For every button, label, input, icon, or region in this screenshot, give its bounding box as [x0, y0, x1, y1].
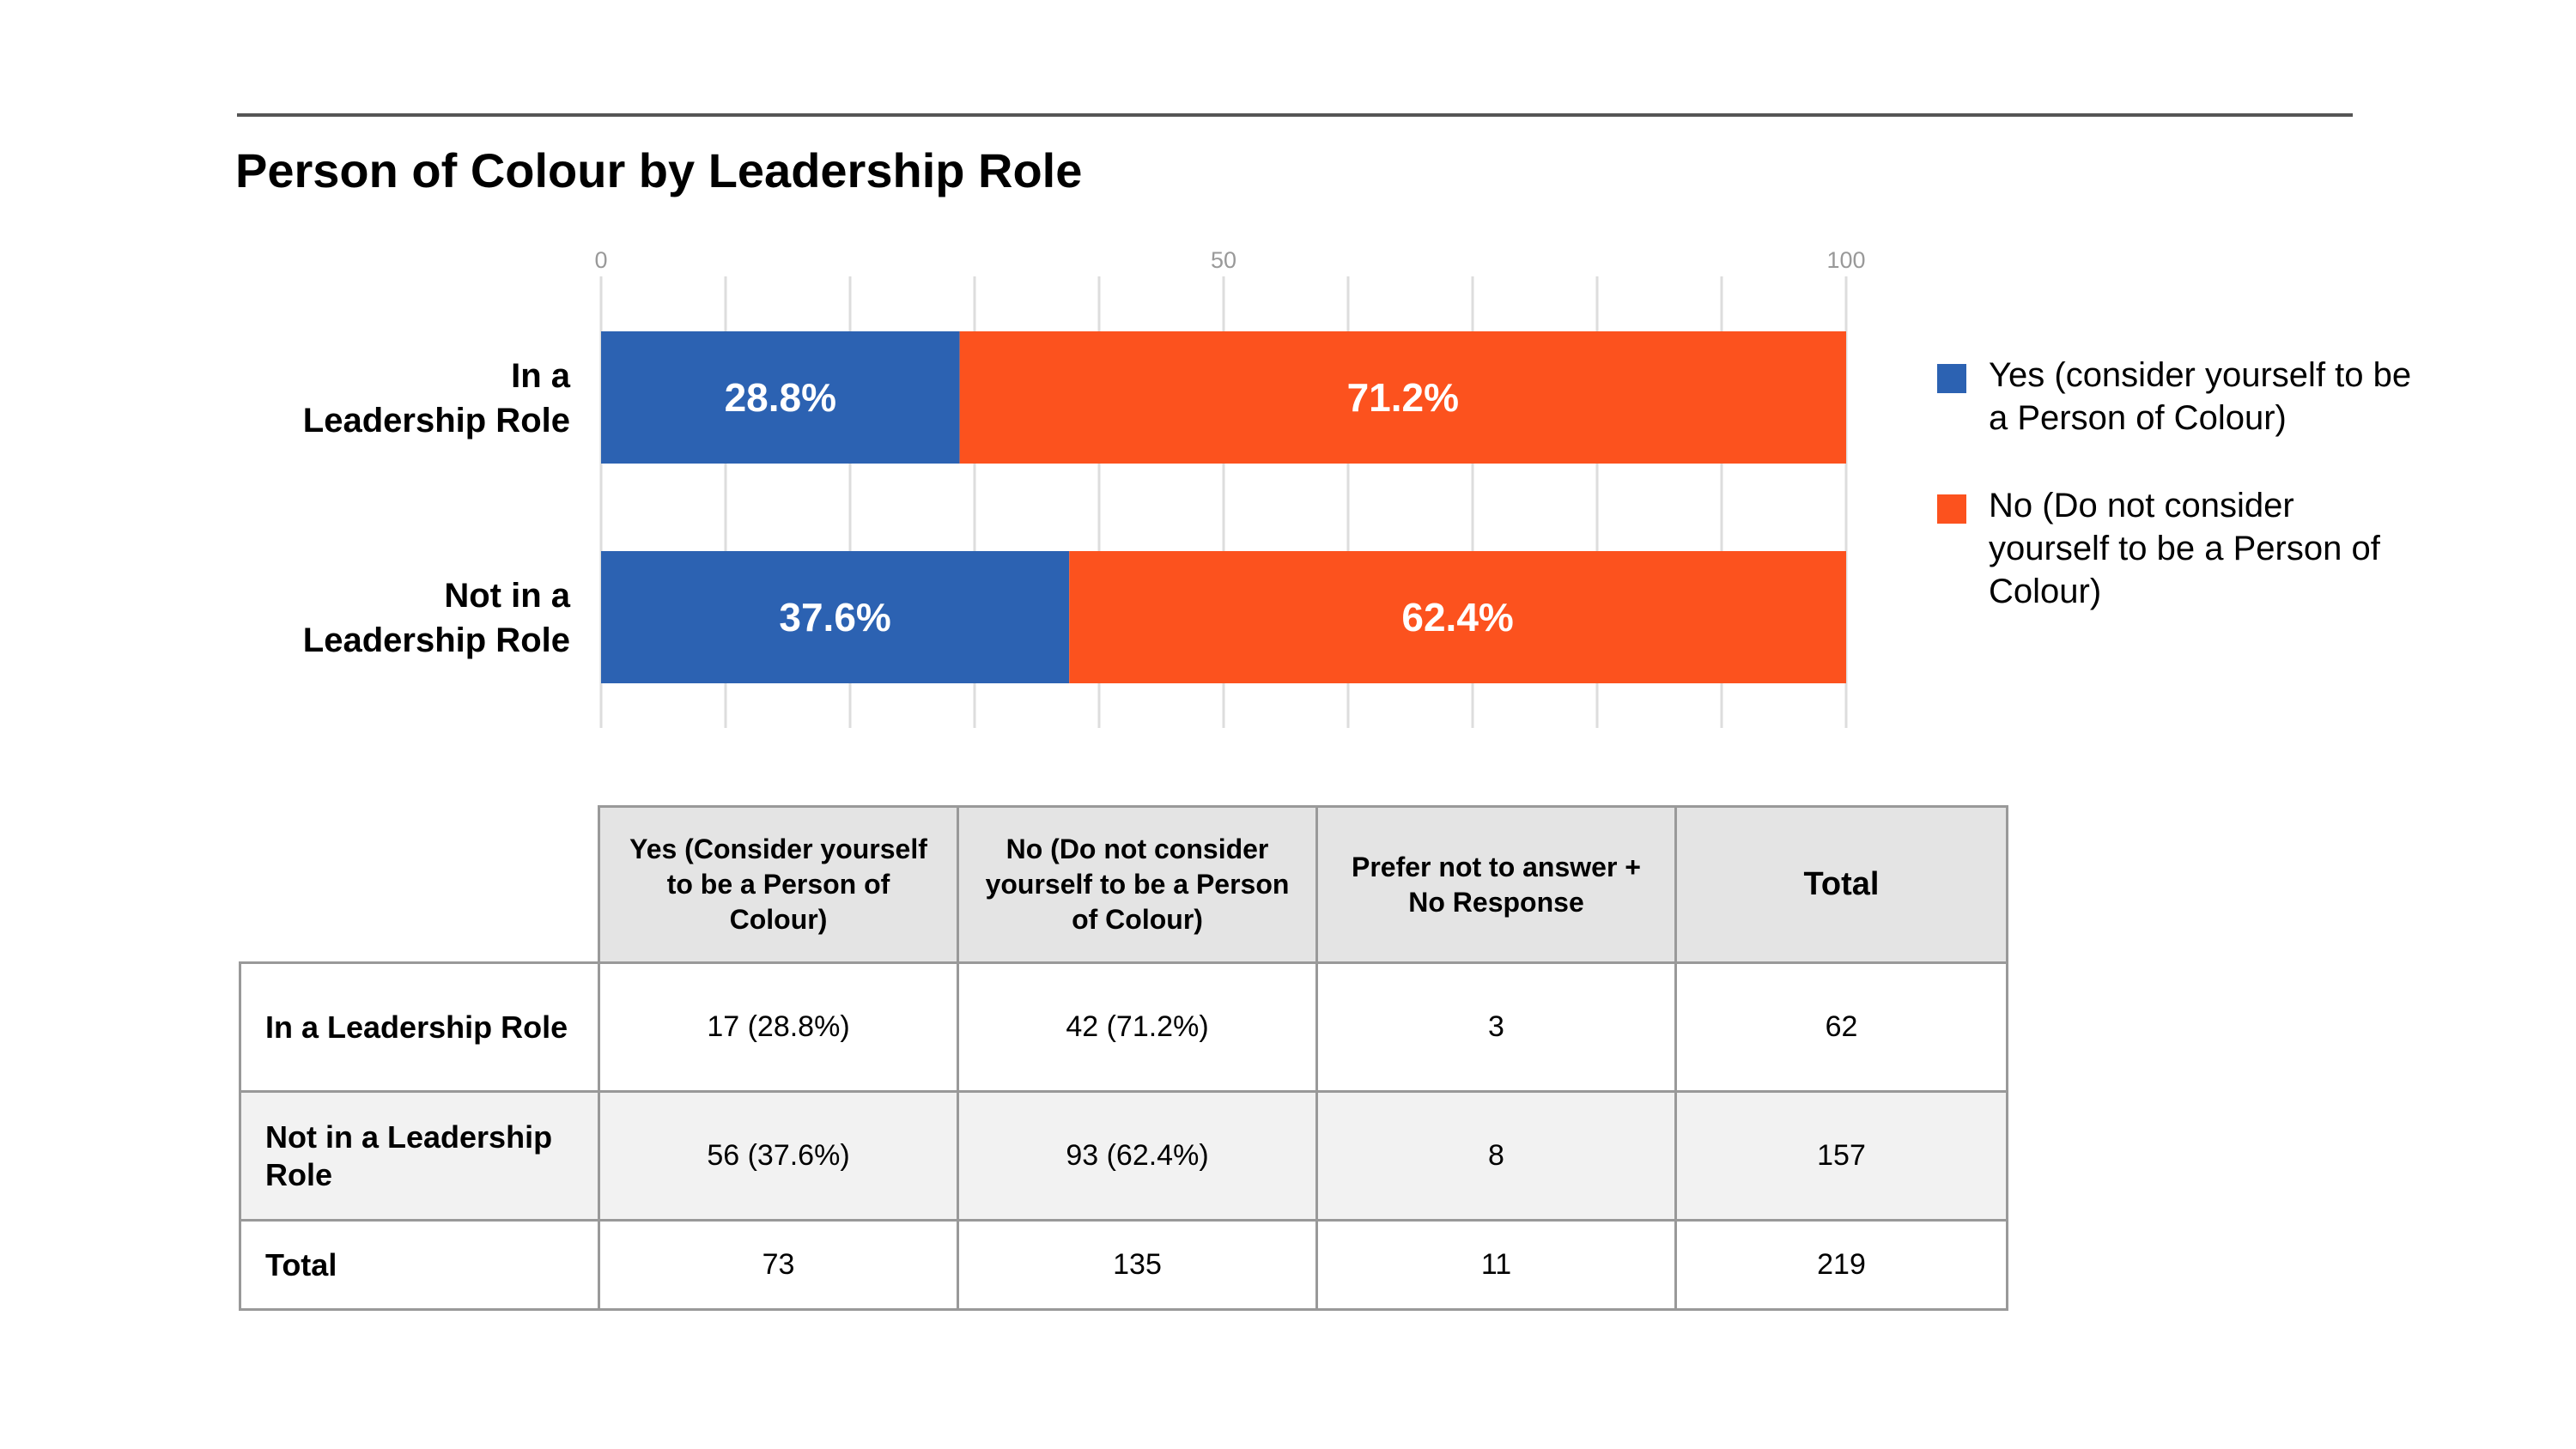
bar-data-label: 37.6%	[779, 595, 890, 640]
category-label-line: Leadership Role	[303, 402, 570, 440]
table-cell: 135	[957, 1219, 1318, 1311]
x-tick-label: 50	[1211, 247, 1236, 273]
category-label-line: In a	[511, 357, 571, 395]
table-cell: 93 (62.4%)	[957, 1090, 1318, 1222]
table-cell: 17 (28.8%)	[598, 961, 959, 1093]
x-tick-label: 0	[594, 247, 607, 273]
table-cell: 3	[1315, 961, 1677, 1093]
table-row: In a Leadership Role 17 (28.8%) 42 (71.2…	[239, 961, 2008, 1093]
bar-data-label: 62.4%	[1401, 595, 1513, 640]
page-title: Person of Colour by Leadership Role	[235, 143, 1083, 197]
table-cell: 73	[598, 1219, 959, 1311]
bar-data-label: 71.2%	[1347, 375, 1459, 420]
table-header-yes: Yes (Consider yourself to be a Person of…	[598, 805, 959, 964]
legend-label-no: No (Do not consider yourself to be a Per…	[1989, 487, 2380, 610]
table-row-label: Total	[239, 1219, 600, 1311]
bar-data-label: 28.8%	[725, 375, 836, 420]
legend-item-yes: Yes (consider yourself to be a Person of…	[1937, 354, 2418, 440]
legend-swatch-yes	[1937, 364, 1966, 393]
table-corner-cell	[240, 806, 600, 964]
y-axis-category-labels: In a Leadership Role Not in a Leadership Ro…	[303, 357, 571, 659]
category-label-line: Leadership Role	[303, 621, 570, 659]
table-row: Not in a Leadership Role 56 (37.6%) 93 (…	[239, 1090, 2008, 1222]
stacked-bar-chart: 0 50 100 28.8% 71.2% 37.6% 62.4% In a Leadersh…	[303, 247, 1866, 728]
x-tick-label: 100	[1826, 247, 1865, 273]
table-header-prefer-not: Prefer not to answer + No Response	[1315, 805, 1677, 964]
table-row-label: In a Leadership Role	[239, 961, 600, 1093]
category-label: In a Leadership Role	[303, 357, 571, 440]
bar-segment	[1069, 551, 1846, 683]
chart-legend: Yes (consider yourself to be a Person of…	[1937, 354, 2418, 658]
table-cell: 62	[1674, 961, 2008, 1093]
summary-table: Yes (Consider yourself to be a Person of…	[239, 805, 2008, 1311]
table-row: Total 73 135 11 219	[239, 1219, 2008, 1311]
table-cell: 42 (71.2%)	[957, 961, 1318, 1093]
category-label: Not in a Leadership Role	[303, 577, 571, 659]
table-header-total: Total	[1674, 805, 2008, 964]
table-cell: 8	[1315, 1090, 1677, 1222]
table-cell: 219	[1674, 1219, 2008, 1311]
table-cell: 157	[1674, 1090, 2008, 1222]
table-row-label: Not in a Leadership Role	[239, 1090, 600, 1222]
bar-segment	[959, 331, 1846, 464]
table-cell: 56 (37.6%)	[598, 1090, 959, 1222]
title-divider	[237, 113, 2353, 117]
table-header-row: Yes (Consider yourself to be a Person of…	[240, 805, 2008, 964]
table-header-no: No (Do not consider yourself to be a Per…	[957, 805, 1318, 964]
legend-swatch-no	[1937, 494, 1966, 524]
legend-item-no: No (Do not consider yourself to be a Per…	[1937, 484, 2418, 613]
bar-segment	[601, 331, 960, 464]
legend-label-yes: Yes (consider yourself to be a Person of…	[1989, 356, 2412, 437]
x-axis-ticks: 0 50 100	[594, 247, 1865, 273]
table-cell: 11	[1315, 1219, 1677, 1311]
category-label-line: Not in a	[444, 577, 570, 615]
chart-bars: 28.8% 71.2% 37.6% 62.4%	[601, 331, 1846, 683]
bar-segment	[601, 551, 1070, 683]
